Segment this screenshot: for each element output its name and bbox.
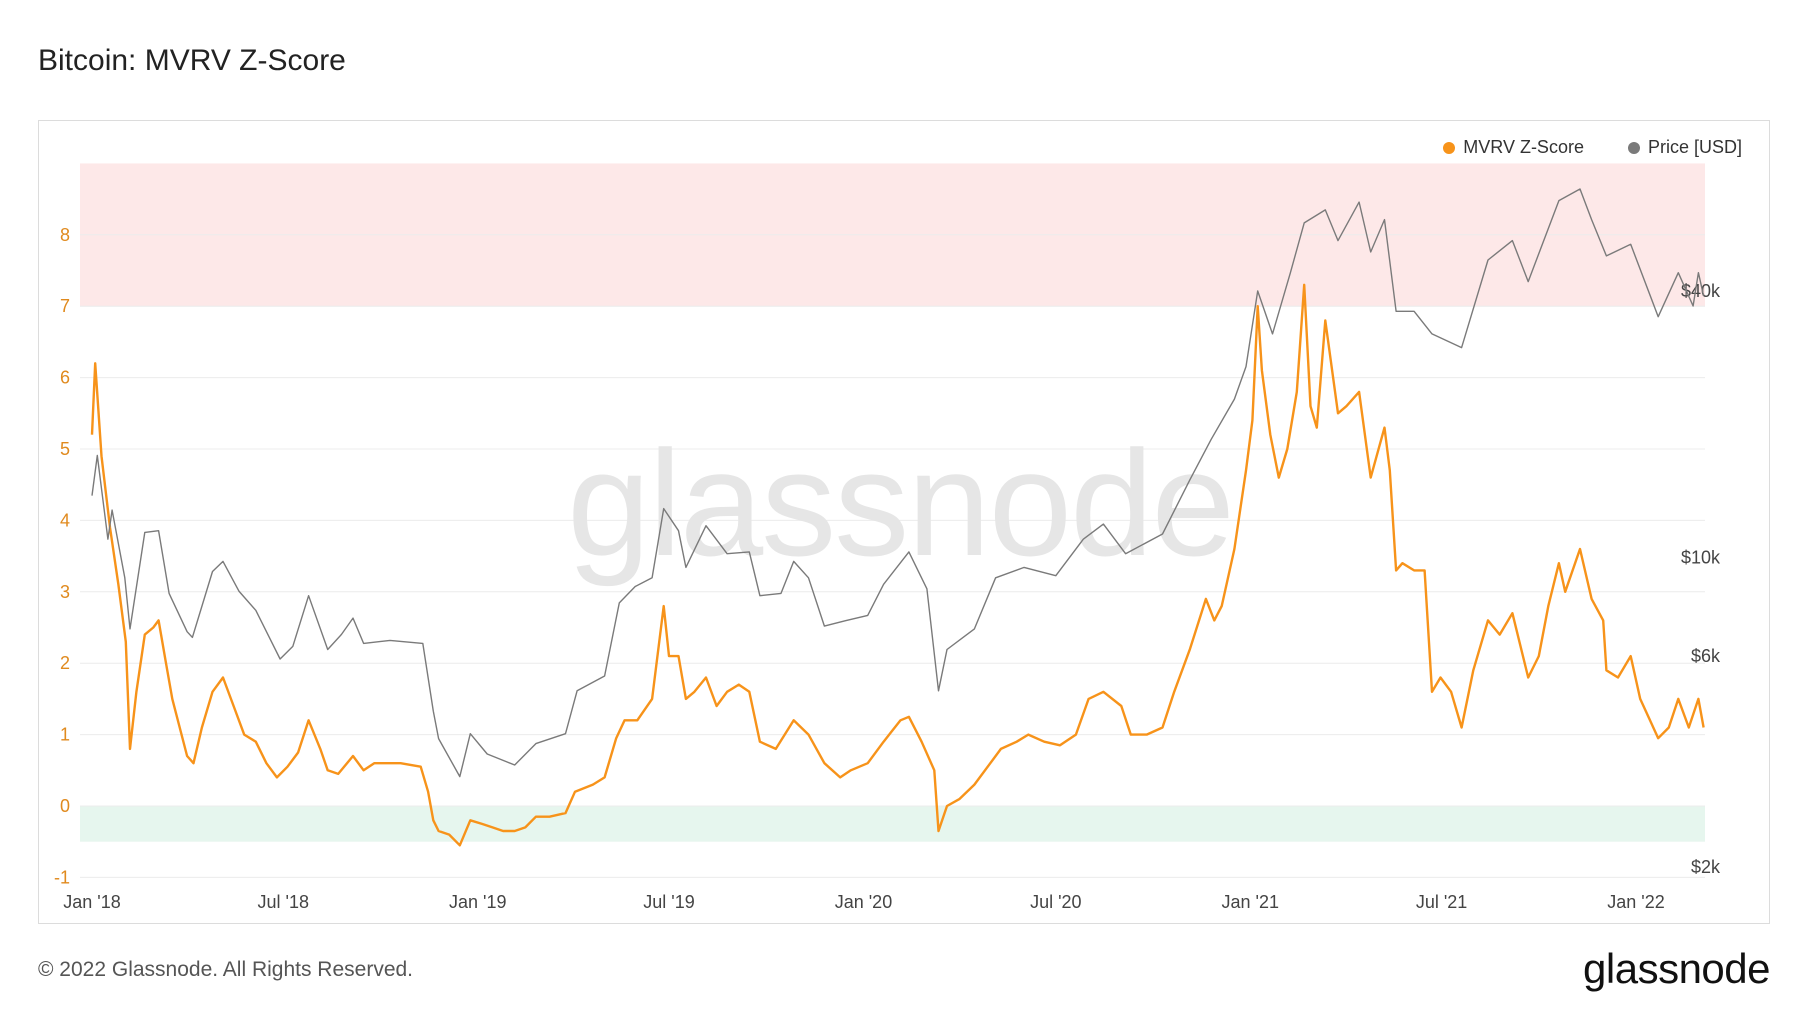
chart-title: Bitcoin: MVRV Z-Score xyxy=(38,44,346,77)
x-tick-label: Jan '19 xyxy=(449,892,506,912)
legend-dot-mvrv xyxy=(1443,141,1456,154)
copyright-footer: © 2022 Glassnode. All Rights Reserved. xyxy=(38,958,414,981)
x-tick-label: Jul '18 xyxy=(258,892,309,912)
series-line-mvrv-z-score xyxy=(90,283,1705,847)
x-tick-label: Jul '20 xyxy=(1030,892,1081,912)
y-left-tick-label: 5 xyxy=(60,439,70,459)
x-tick-label: Jan '18 xyxy=(63,892,120,912)
y-left-tick-label: 6 xyxy=(60,368,70,388)
legend-dot-price xyxy=(1627,141,1640,154)
legend-item-price[interactable]: Price [USD] xyxy=(1627,137,1742,158)
x-tick-label: Jan '21 xyxy=(1222,892,1279,912)
y-left-tick-label: 8 xyxy=(60,225,70,245)
watermark: glassnode xyxy=(567,419,1233,587)
chart-legend: MVRV Z-Score Price [USD] xyxy=(1443,137,1742,158)
green-zone xyxy=(80,806,1705,842)
legend-label-price: Price [USD] xyxy=(1647,137,1742,157)
y-left-tick-label: -1 xyxy=(54,867,70,887)
y-left-tick-label: 2 xyxy=(60,653,70,673)
y-right-tick-label: $2k xyxy=(1691,857,1721,877)
y-left-tick-label: 4 xyxy=(60,510,70,530)
series-line-price xyxy=(91,188,1705,778)
y-left-tick-label: 7 xyxy=(60,296,70,316)
x-tick-label: Jul '19 xyxy=(643,892,694,912)
x-tick-label: Jan '22 xyxy=(1607,892,1664,912)
y-left-tick-label: 0 xyxy=(60,796,70,816)
y-right-tick-label: $6k xyxy=(1691,646,1721,666)
y-left-tick-label: 3 xyxy=(60,582,70,602)
y-right-tick-label: $10k xyxy=(1681,548,1721,568)
chart-frame xyxy=(38,120,1770,924)
brand-logo[interactable]: glassnode xyxy=(1583,945,1770,992)
x-tick-label: Jul '21 xyxy=(1416,892,1467,912)
x-tick-label: Jan '20 xyxy=(835,892,892,912)
legend-label-mvrv: MVRV Z-Score xyxy=(1463,137,1584,157)
y-right-tick-label: $40k xyxy=(1681,281,1721,301)
y-left-tick-label: 1 xyxy=(60,725,70,745)
legend-item-mvrv[interactable]: MVRV Z-Score xyxy=(1443,137,1584,158)
